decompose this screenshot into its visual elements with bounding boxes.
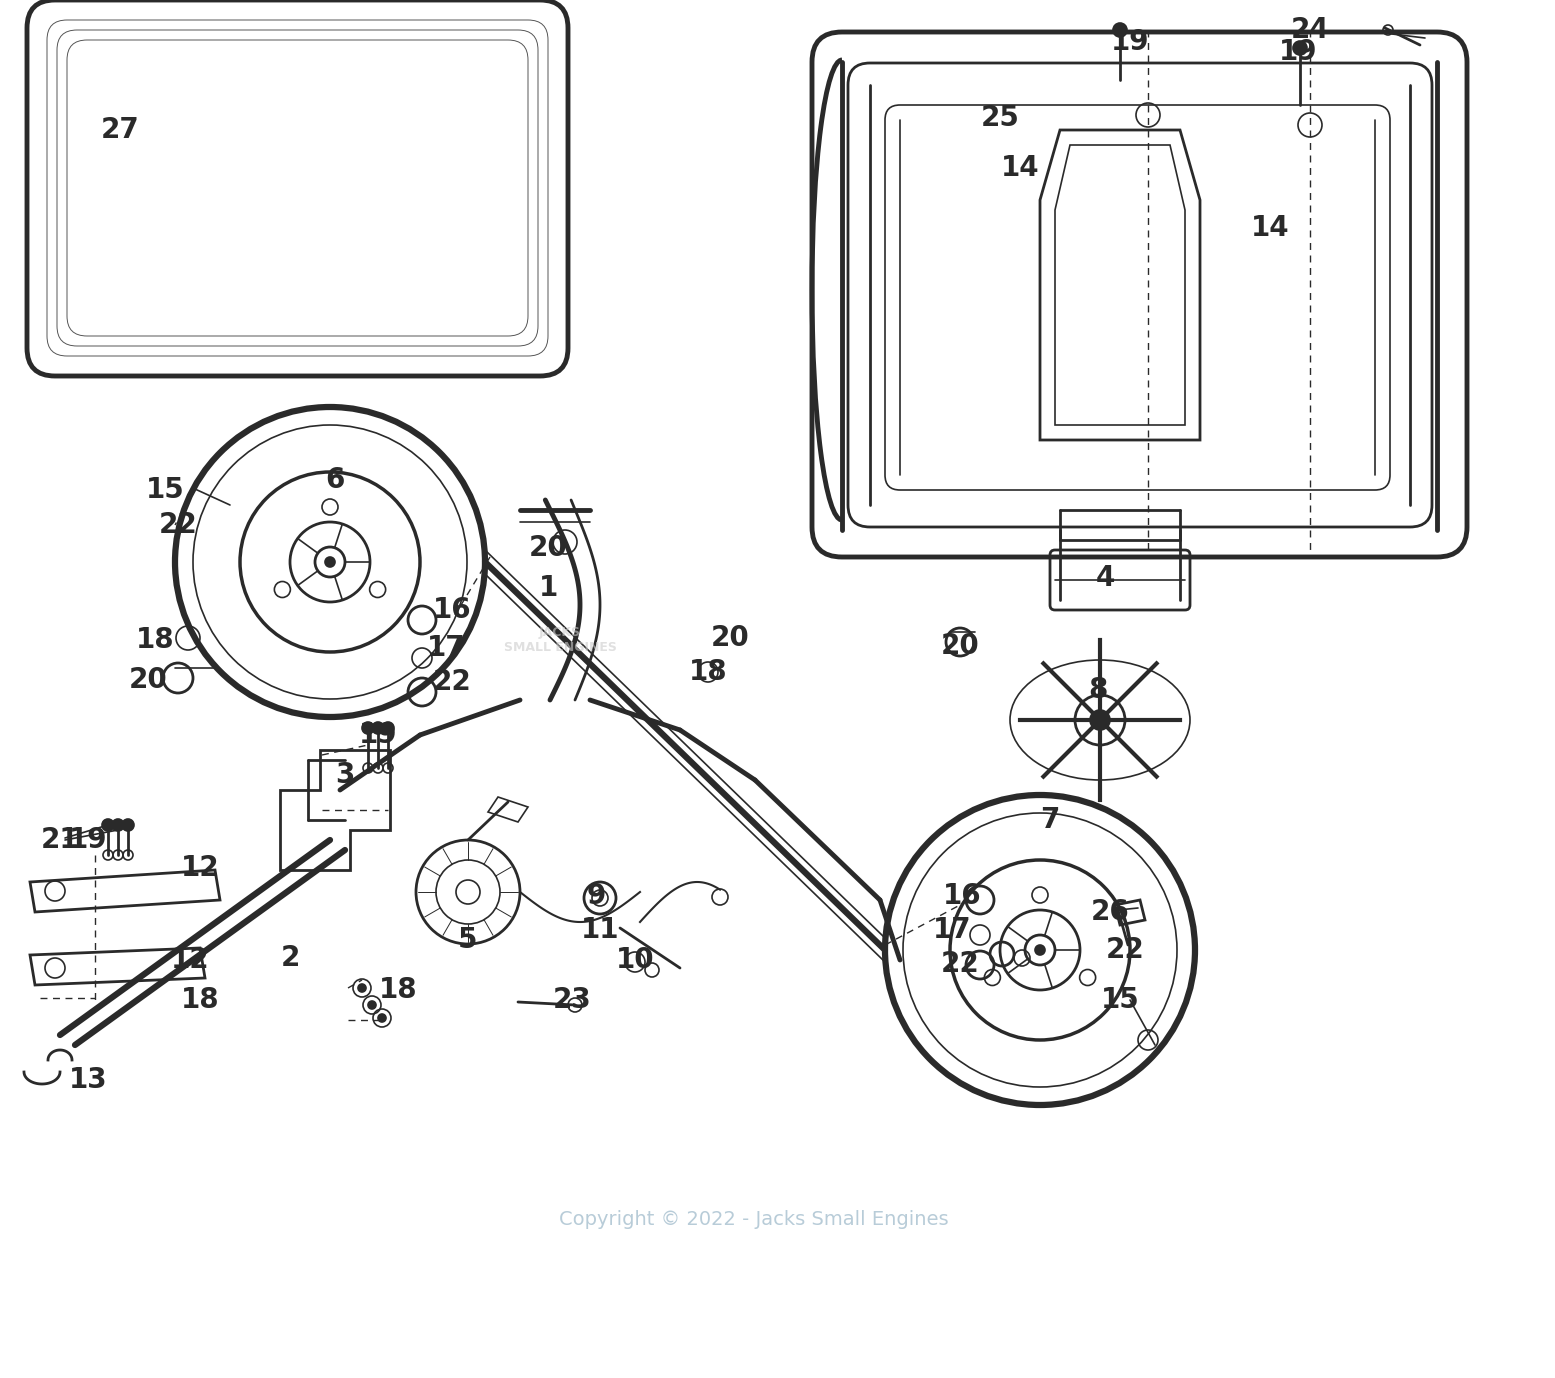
Text: 7: 7: [1040, 806, 1059, 834]
Circle shape: [1036, 945, 1045, 955]
Text: 15: 15: [146, 475, 185, 504]
Circle shape: [383, 722, 393, 734]
Text: 18: 18: [135, 626, 174, 655]
Text: 18: 18: [379, 976, 417, 1005]
Text: 24: 24: [1291, 17, 1330, 44]
Circle shape: [325, 557, 334, 566]
Circle shape: [1294, 41, 1308, 55]
Circle shape: [358, 984, 365, 992]
Circle shape: [112, 819, 124, 831]
Text: 18: 18: [689, 659, 728, 686]
Text: 21: 21: [40, 825, 79, 854]
Text: 22: 22: [432, 668, 471, 696]
Text: 18: 18: [180, 987, 219, 1014]
Text: 22: 22: [941, 949, 980, 978]
Text: 20: 20: [711, 624, 750, 652]
Circle shape: [362, 722, 375, 734]
Text: 9: 9: [586, 882, 605, 909]
Text: 16: 16: [942, 882, 981, 909]
Circle shape: [103, 819, 114, 831]
Circle shape: [1113, 23, 1127, 37]
Text: 19: 19: [1110, 28, 1149, 56]
Text: 15: 15: [1101, 987, 1140, 1014]
Text: 14: 14: [1250, 214, 1289, 243]
Text: 16: 16: [432, 597, 471, 624]
Text: 20: 20: [941, 633, 980, 660]
Text: 22: 22: [159, 511, 197, 539]
Text: 17: 17: [426, 634, 465, 661]
Text: 27: 27: [101, 116, 140, 143]
Text: 11: 11: [580, 916, 619, 944]
Circle shape: [369, 1000, 376, 1009]
Circle shape: [372, 722, 384, 734]
Text: 12: 12: [180, 854, 219, 882]
Text: 19: 19: [68, 825, 107, 854]
Text: 22: 22: [1106, 936, 1144, 965]
Text: 4: 4: [1095, 564, 1115, 593]
Text: 8: 8: [1088, 677, 1107, 704]
Circle shape: [378, 1014, 386, 1022]
Text: 20: 20: [529, 535, 568, 562]
Text: 14: 14: [1001, 154, 1039, 182]
Text: 25: 25: [981, 103, 1020, 132]
Text: 5: 5: [459, 926, 477, 954]
Text: Copyright © 2022 - Jacks Small Engines: Copyright © 2022 - Jacks Small Engines: [560, 1210, 949, 1229]
Text: JACKS
SMALL ENGINES: JACKS SMALL ENGINES: [504, 626, 616, 655]
Text: 1: 1: [538, 575, 558, 602]
Text: 12: 12: [171, 947, 210, 974]
Text: 2: 2: [280, 944, 300, 971]
Text: 6: 6: [325, 466, 345, 493]
Circle shape: [1090, 710, 1110, 730]
Text: 23: 23: [552, 987, 591, 1014]
Text: 19: 19: [359, 721, 397, 750]
Circle shape: [121, 819, 134, 831]
Text: 13: 13: [68, 1067, 107, 1094]
Text: 26: 26: [1090, 898, 1129, 926]
Text: 19: 19: [1278, 39, 1317, 66]
Text: 17: 17: [933, 916, 972, 944]
Text: 10: 10: [616, 947, 655, 974]
Text: 3: 3: [336, 761, 355, 790]
Text: 20: 20: [129, 666, 168, 695]
